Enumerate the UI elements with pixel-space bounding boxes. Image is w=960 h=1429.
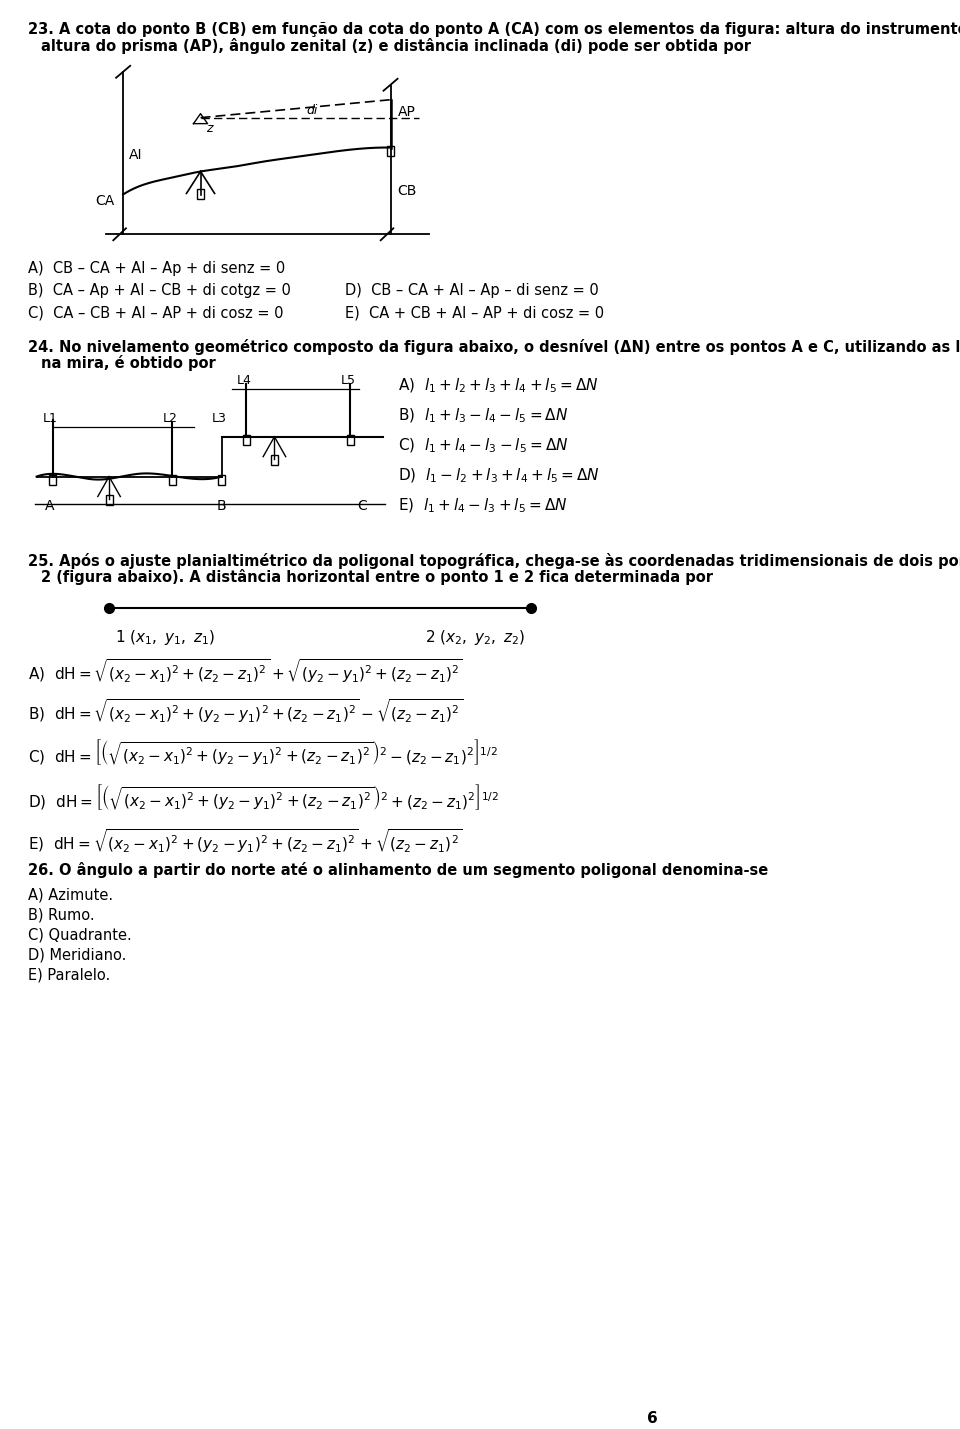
- Text: E)  $\mathrm{dH} = \sqrt{(x_2-x_1)^2+(y_2-y_1)^2+(z_2-z_1)^2}+\sqrt{(z_2-z_1)^2}: E) $\mathrm{dH} = \sqrt{(x_2-x_1)^2+(y_2…: [28, 827, 463, 855]
- Text: B)  $\mathrm{dH} = \sqrt{(x_2-x_1)^2+(y_2-y_1)^2+(z_2-z_1)^2}-\sqrt{(z_2-z_1)^2}: B) $\mathrm{dH} = \sqrt{(x_2-x_1)^2+(y_2…: [28, 697, 463, 726]
- Bar: [347, 434, 354, 444]
- Text: B)  CA – Ap + AI – CB + di cotgz = 0: B) CA – Ap + AI – CB + di cotgz = 0: [28, 283, 291, 299]
- Text: A)  $l_1 + l_2 + l_3 + l_4 + l_5 = \Delta N$: A) $l_1 + l_2 + l_3 + l_4 + l_5 = \Delta…: [397, 377, 598, 396]
- Text: C)  $l_1 + l_4 - l_3 - l_5 = \Delta N$: C) $l_1 + l_4 - l_3 - l_5 = \Delta N$: [397, 437, 568, 454]
- Text: 24. No nivelamento geométrico composto da figura abaixo, o desnível (ΔN) entre o: 24. No nivelamento geométrico composto d…: [28, 339, 960, 354]
- Bar: [387, 146, 394, 156]
- Text: L2: L2: [162, 412, 178, 424]
- Text: 2 (figura abaixo). A distância horizontal entre o ponto 1 e 2 fica determinada p: 2 (figura abaixo). A distância horizonta…: [41, 569, 713, 586]
- Bar: [243, 434, 250, 444]
- Text: A: A: [44, 499, 54, 513]
- Text: z: z: [206, 121, 213, 134]
- Text: A)  CB – CA + AI – Ap + di senz = 0: A) CB – CA + AI – Ap + di senz = 0: [28, 262, 285, 276]
- Text: C) Quadrante.: C) Quadrante.: [28, 927, 132, 942]
- Text: 26. O ângulo a partir do norte até o alinhamento de um segmento poligonal denomi: 26. O ângulo a partir do norte até o ali…: [28, 863, 768, 879]
- Text: C: C: [357, 499, 368, 513]
- Text: L4: L4: [236, 374, 252, 387]
- Text: E)  CA + CB + AI – AP + di cosz = 0: E) CA + CB + AI – AP + di cosz = 0: [345, 306, 604, 320]
- Text: 23. A cota do ponto B (CB) em função da cota do ponto A (CA) com os elementos da: 23. A cota do ponto B (CB) em função da …: [28, 21, 960, 37]
- Text: E) Paralelo.: E) Paralelo.: [28, 967, 110, 982]
- Text: B) Rumo.: B) Rumo.: [28, 907, 95, 922]
- Bar: [197, 190, 204, 200]
- Text: na mira, é obtido por: na mira, é obtido por: [41, 354, 216, 372]
- Text: 6: 6: [647, 1410, 658, 1426]
- Text: AI: AI: [129, 147, 142, 161]
- Bar: [218, 474, 226, 484]
- Text: CA: CA: [95, 194, 114, 209]
- Text: CB: CB: [397, 184, 417, 199]
- Text: D)  CB – CA + AI – Ap – di senz = 0: D) CB – CA + AI – Ap – di senz = 0: [345, 283, 598, 299]
- Text: D)  $\mathrm{dH} = \left[\left(\sqrt{(x_2-x_1)^2+(y_2-y_1)^2+(z_2-z_1)^2}\right): D) $\mathrm{dH} = \left[\left(\sqrt{(x_2…: [28, 783, 499, 812]
- Text: altura do prisma (AP), ângulo zenital (z) e distância inclinada (di) pode ser ob: altura do prisma (AP), ângulo zenital (z…: [41, 39, 751, 54]
- Bar: [106, 494, 112, 504]
- Bar: [271, 454, 278, 464]
- Text: $2\ (x_2,\ y_2,\ z_2)$: $2\ (x_2,\ y_2,\ z_2)$: [425, 629, 526, 647]
- Bar: [169, 474, 176, 484]
- Text: L1: L1: [43, 412, 58, 424]
- Text: D) Meridiano.: D) Meridiano.: [28, 947, 127, 962]
- Text: B: B: [217, 499, 227, 513]
- Text: A)  $\mathrm{dH} = \sqrt{(x_2-x_1)^2+(z_2-z_1)^2}+\sqrt{(y_2-y_1)^2+(z_2-z_1)^2}: A) $\mathrm{dH} = \sqrt{(x_2-x_1)^2+(z_2…: [28, 657, 463, 686]
- Text: di: di: [306, 104, 318, 117]
- Text: B)  $l_1 + l_3 - l_4 - l_5 = \Delta N$: B) $l_1 + l_3 - l_4 - l_5 = \Delta N$: [397, 407, 568, 426]
- Text: 25. Após o ajuste planialtimétrico da poligonal topográfica, chega-se às coorden: 25. Após o ajuste planialtimétrico da po…: [28, 553, 960, 569]
- Text: L3: L3: [212, 412, 227, 424]
- Text: C)  CA – CB + AI – AP + di cosz = 0: C) CA – CB + AI – AP + di cosz = 0: [28, 306, 283, 320]
- Text: A) Azimute.: A) Azimute.: [28, 887, 113, 902]
- Text: D)  $l_1 - l_2 + l_3 + l_4 + l_5 = \Delta N$: D) $l_1 - l_2 + l_3 + l_4 + l_5 = \Delta…: [397, 467, 599, 484]
- Text: L5: L5: [341, 374, 355, 387]
- Text: E)  $l_1 + l_4 - l_3 + l_5 = \Delta N$: E) $l_1 + l_4 - l_3 + l_5 = \Delta N$: [397, 496, 567, 514]
- Text: $1\ (x_1,\ y_1,\ z_1)$: $1\ (x_1,\ y_1,\ z_1)$: [114, 629, 215, 647]
- Text: C)  $\mathrm{dH} = \left[\left(\sqrt{(x_2-x_1)^2+(y_2-y_1)^2+(z_2-z_1)^2}\right): C) $\mathrm{dH} = \left[\left(\sqrt{(x_2…: [28, 737, 498, 767]
- Bar: [49, 474, 57, 484]
- Text: AP: AP: [397, 104, 416, 119]
